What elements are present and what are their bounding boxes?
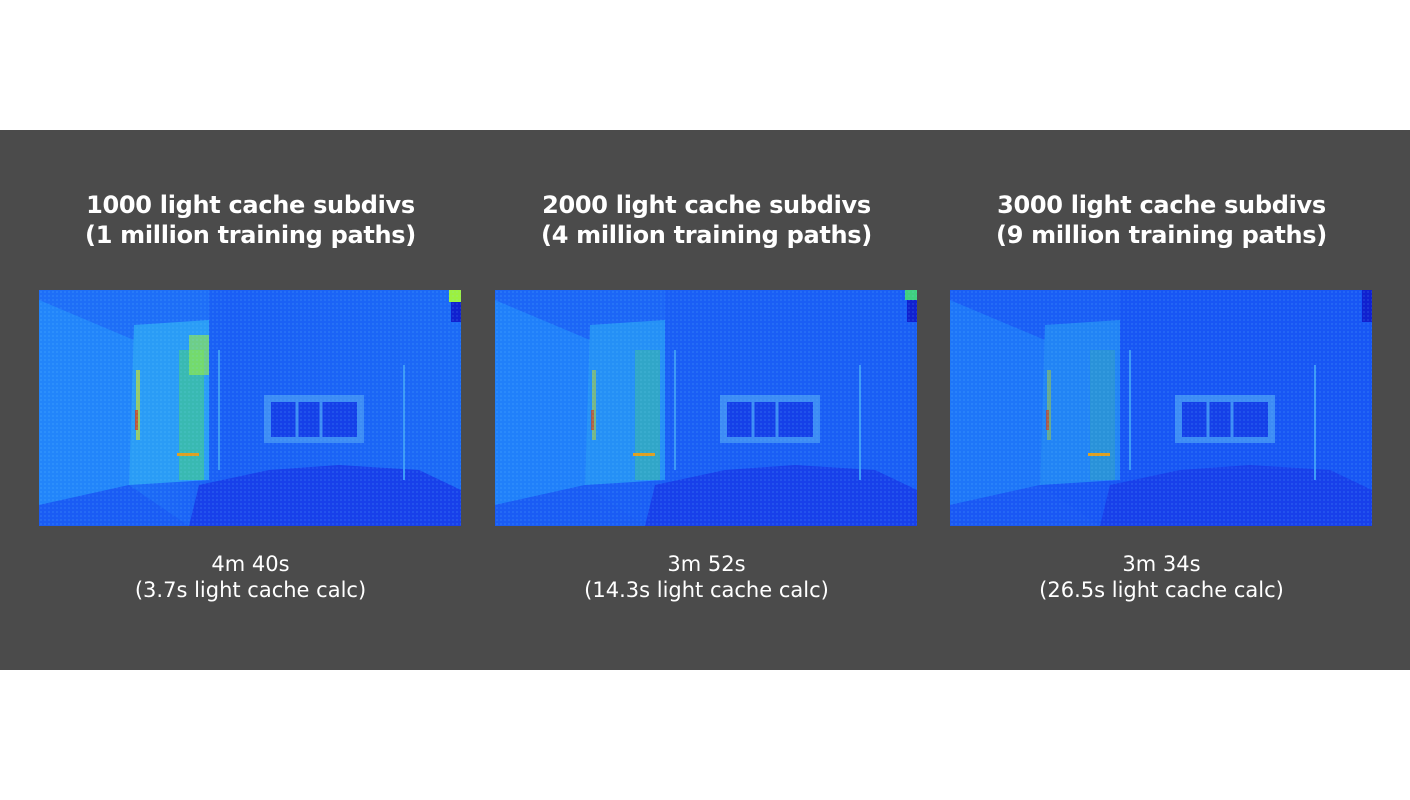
render-time-caption: 4m 40s (3.7s light cache calc) <box>0 551 502 603</box>
title-line-2: (4 million training paths) <box>541 221 872 249</box>
light-cache-calc-time: (14.3s light cache calc) <box>584 578 829 602</box>
title-line-1: 1000 light cache subdivs <box>86 191 415 219</box>
heatmap-render-image <box>39 290 461 526</box>
panel-title: 2000 light cache subdivs (4 million trai… <box>455 190 958 250</box>
comparison-band: 1000 light cache subdivs (1 million trai… <box>0 130 1410 670</box>
light-cache-calc-time: (3.7s light cache calc) <box>134 578 367 602</box>
render-time: 3m 34s <box>1122 552 1201 576</box>
render-time: 4m 40s <box>211 552 290 576</box>
render-time-caption: 3m 52s (14.3s light cache calc) <box>455 551 958 603</box>
panel-title: 1000 light cache subdivs (1 million trai… <box>0 190 502 250</box>
heatmap-render-image <box>950 290 1372 526</box>
title-line-1: 2000 light cache subdivs <box>542 191 871 219</box>
title-line-2: (1 million training paths) <box>85 221 416 249</box>
panel-1000-subdivs: 1000 light cache subdivs (1 million trai… <box>39 130 462 670</box>
panel-3000-subdivs: 3000 light cache subdivs (9 million trai… <box>950 130 1373 670</box>
panel-title: 3000 light cache subdivs (9 million trai… <box>910 190 1410 250</box>
title-line-1: 3000 light cache subdivs <box>997 191 1326 219</box>
title-line-2: (9 million training paths) <box>996 221 1327 249</box>
render-time-caption: 3m 34s (26.5s light cache calc) <box>910 551 1410 603</box>
panel-2000-subdivs: 2000 light cache subdivs (4 million trai… <box>495 130 918 670</box>
heatmap-render-image <box>495 290 917 526</box>
light-cache-calc-time: (26.5s light cache calc) <box>1039 578 1284 602</box>
render-time: 3m 52s <box>667 552 746 576</box>
